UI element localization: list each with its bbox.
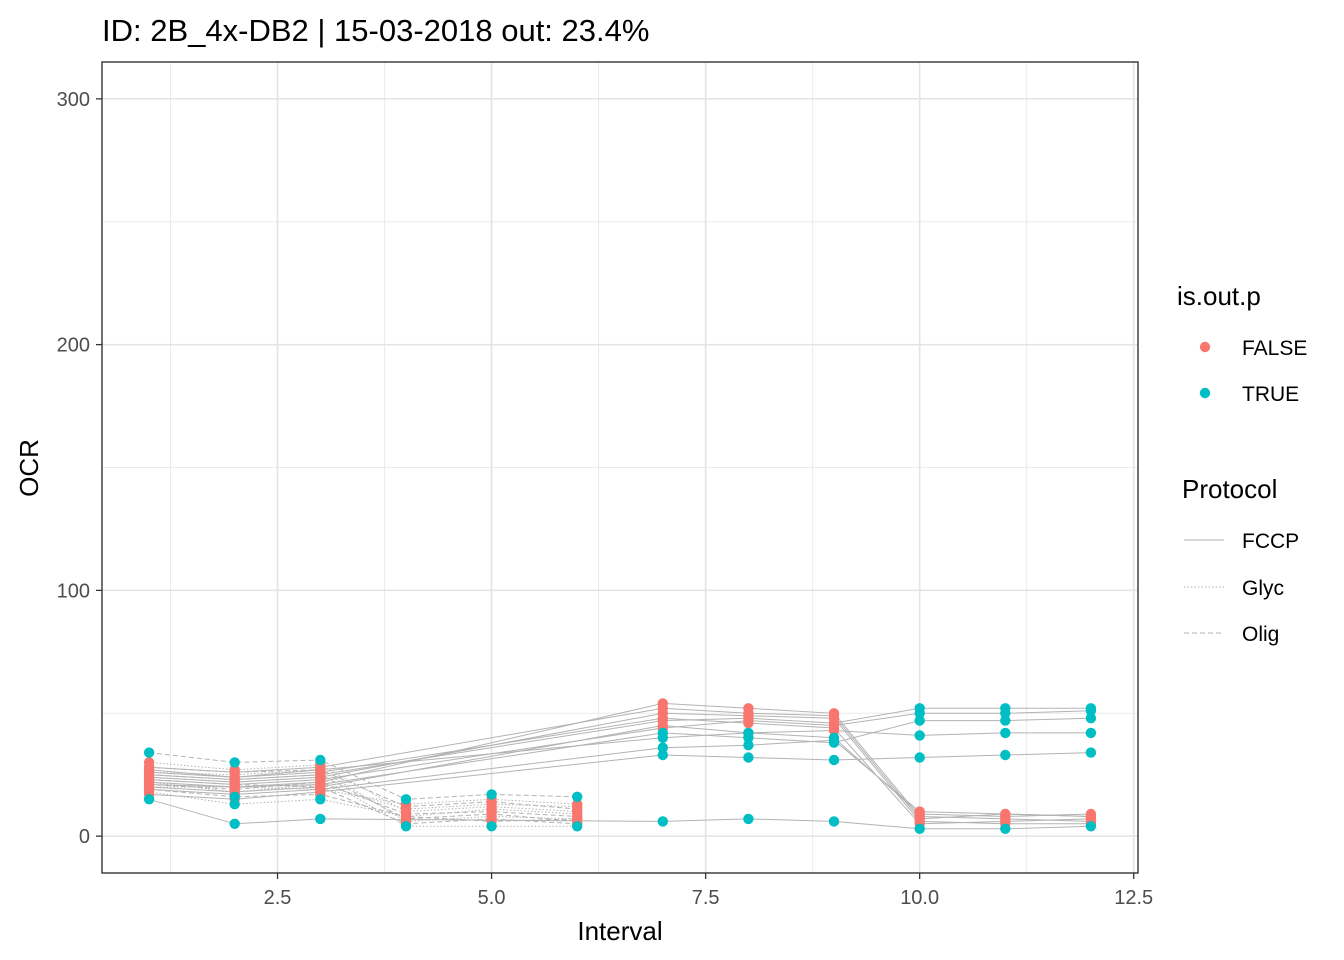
point-true: [229, 791, 240, 802]
point-true: [828, 735, 840, 746]
x-tick-label: 12.5: [1114, 887, 1153, 909]
point-false: [1085, 811, 1097, 822]
series-line-glyc: [149, 776, 578, 827]
point-true: [914, 708, 925, 719]
point-false: [315, 781, 326, 793]
point-true: [743, 813, 754, 825]
linetype-legend: Protocol FCCP Glyc Olig: [1182, 474, 1299, 646]
point-true: [486, 789, 497, 800]
point-true: [1000, 823, 1011, 834]
legend-label-fccp: FCCP: [1242, 530, 1299, 553]
point-true: [914, 730, 925, 741]
point-false: [143, 762, 155, 773]
x-axis-title: Interval: [577, 916, 662, 946]
x-tick-label: 2.5: [264, 887, 292, 909]
point-true: [914, 715, 925, 726]
point-false: [828, 710, 840, 721]
point-true: [229, 818, 240, 829]
point-false: [229, 779, 240, 790]
point-false: [315, 764, 326, 775]
y-axis-title: OCR: [14, 439, 44, 497]
point-false: [1000, 808, 1011, 820]
point-true: [828, 754, 840, 766]
point-true: [914, 823, 925, 834]
point-true: [657, 749, 668, 761]
point-false: [572, 803, 583, 815]
series-line-olig: [149, 788, 578, 822]
legend-label-glyc: Glyc: [1242, 577, 1284, 600]
point-true: [657, 816, 668, 827]
y-tick-label: 300: [57, 89, 90, 111]
point-false: [914, 813, 925, 825]
y-tick-label: 0: [79, 826, 90, 848]
legend-label-olig: Olig: [1242, 623, 1279, 646]
color-legend: is.out.p FALSE TRUE: [1177, 281, 1307, 406]
point-false: [657, 715, 668, 726]
point-true: [229, 757, 240, 768]
series-points: [143, 698, 1097, 834]
point-true: [657, 742, 668, 753]
point-true: [572, 791, 583, 802]
point-true: [486, 821, 497, 832]
point-true: [1085, 705, 1097, 716]
point-false: [143, 774, 155, 785]
point-true: [1000, 715, 1011, 726]
point-true: [914, 752, 925, 763]
series-line-olig: [149, 781, 578, 817]
point-true: [143, 794, 155, 805]
y-tick-label: 200: [57, 335, 90, 357]
point-true: [743, 752, 754, 763]
point-true: [828, 816, 840, 827]
point-true: [315, 813, 326, 825]
series-line-olig: [149, 774, 578, 822]
x-tick-label: 5.0: [478, 887, 506, 909]
chart-title: ID: 2B_4x-DB2 | 15-03-2018 out: 23.4%: [102, 13, 649, 48]
legend-label-true: TRUE: [1242, 383, 1299, 406]
point-true: [143, 747, 155, 758]
y-tick-label: 100: [57, 580, 90, 602]
legend-key-true: [1199, 387, 1211, 399]
x-tick-label: 7.5: [692, 887, 720, 909]
point-false: [657, 703, 668, 714]
y-axis: 0 100 200 300: [57, 89, 102, 848]
point-true: [400, 794, 412, 805]
point-true: [315, 794, 326, 805]
point-true: [1085, 713, 1097, 724]
point-true: [1000, 727, 1011, 739]
linetype-legend-title: Protocol: [1182, 474, 1277, 504]
series-line-olig: [149, 752, 578, 800]
series-line-olig: [149, 766, 578, 810]
point-true: [1085, 821, 1097, 832]
point-false: [914, 806, 925, 817]
point-true: [315, 754, 326, 766]
point-true: [657, 732, 668, 743]
point-false: [143, 784, 155, 795]
plot-border: [101, 61, 1139, 874]
x-axis: 2.5 5.0 7.5 10.0 12.5: [264, 873, 1153, 909]
point-false: [572, 813, 583, 825]
legend-key-false: [1199, 341, 1211, 353]
series-line-glyc: [149, 781, 578, 810]
point-true: [400, 821, 412, 832]
point-true: [1085, 727, 1097, 739]
point-true: [1085, 747, 1097, 758]
point-false: [400, 811, 412, 822]
legend-label-false: FALSE: [1242, 337, 1307, 360]
point-true: [1000, 708, 1011, 719]
point-false: [400, 801, 412, 812]
point-false: [743, 715, 754, 726]
color-legend-title: is.out.p: [1177, 281, 1261, 311]
point-true: [572, 821, 583, 832]
point-false: [828, 725, 840, 736]
x-tick-label: 10.0: [900, 887, 939, 909]
series-line-glyc: [149, 769, 578, 822]
point-false: [486, 796, 497, 807]
series-line-olig: [149, 779, 578, 825]
point-false: [229, 767, 240, 778]
point-true: [743, 732, 754, 743]
point-true: [1000, 749, 1011, 761]
point-true: [743, 740, 754, 751]
point-true: [229, 799, 240, 810]
